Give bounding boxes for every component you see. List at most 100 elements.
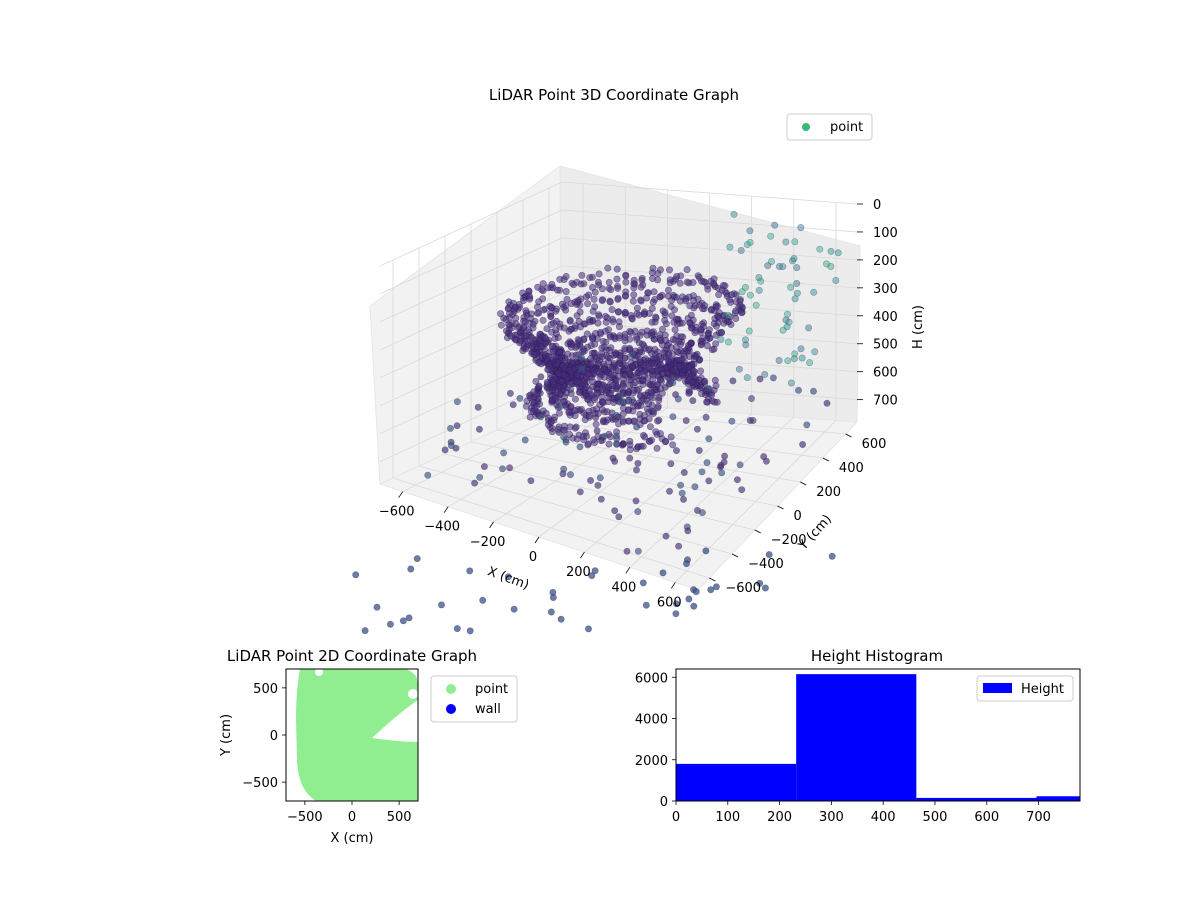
point-marker	[738, 288, 746, 296]
point-marker	[741, 283, 749, 291]
point-marker	[621, 344, 629, 352]
point-marker	[622, 291, 630, 299]
point-marker	[627, 311, 635, 319]
point-marker	[592, 420, 600, 428]
hist-y-tick-label: 2000	[635, 754, 668, 769]
point-marker	[562, 272, 570, 280]
point-marker	[573, 371, 581, 379]
point-marker	[645, 415, 653, 423]
y-ticks-3d: −600 −400 −200 0 200 400 600	[709, 433, 886, 596]
hist-x-tick-label: 300	[819, 810, 844, 825]
point-marker	[649, 371, 657, 379]
point-marker	[782, 316, 790, 324]
point-marker	[572, 423, 580, 431]
point-marker	[690, 602, 698, 610]
point-marker	[678, 293, 686, 301]
point-marker	[589, 335, 597, 343]
point-marker	[509, 401, 517, 409]
point-marker	[510, 605, 518, 613]
z-ticks-3d: 0 100 200 300 400 500 600 700	[857, 198, 898, 409]
point-marker	[650, 408, 658, 416]
point-marker	[539, 316, 547, 324]
point-marker	[537, 413, 545, 421]
legend-marker-height	[983, 683, 1012, 693]
point-marker	[399, 617, 407, 625]
point-marker	[611, 507, 619, 515]
point-marker	[762, 457, 770, 465]
point-marker	[497, 321, 505, 329]
point-marker	[742, 341, 750, 349]
point-marker	[794, 386, 802, 394]
point-marker	[630, 417, 638, 425]
point-marker	[633, 423, 641, 431]
point-marker	[584, 441, 592, 449]
y-tick-label-2d: −500	[242, 776, 278, 791]
point-marker	[621, 308, 629, 316]
x-tick-label-2d: 0	[348, 810, 356, 825]
hist-x-tick-label: 200	[767, 810, 792, 825]
point-marker	[648, 318, 656, 326]
y-tick-mark	[822, 457, 830, 462]
x-tick-label: 600	[657, 595, 682, 610]
point-marker	[593, 390, 601, 398]
point-marker	[547, 608, 555, 616]
z-tick-label: 200	[873, 254, 898, 269]
point-marker	[707, 586, 715, 594]
point-marker	[682, 560, 690, 568]
legend-label-point: point	[830, 120, 863, 135]
hist-bar	[796, 674, 917, 801]
point-marker	[675, 542, 683, 550]
point-marker	[666, 276, 674, 284]
point-marker	[797, 345, 805, 353]
x-tick-mark	[398, 491, 404, 498]
point-marker	[669, 413, 677, 421]
point-marker	[689, 278, 697, 286]
point-marker	[474, 403, 482, 411]
point-marker	[601, 432, 609, 440]
point-marker	[798, 354, 806, 362]
z-tick-label: 0	[873, 198, 881, 213]
point-marker	[546, 302, 554, 310]
point-marker	[530, 405, 538, 413]
point-marker	[717, 328, 725, 336]
point-marker	[699, 305, 707, 313]
wall-grid-z	[379, 237, 858, 323]
point-marker	[738, 486, 746, 494]
point-marker	[717, 335, 725, 343]
point-marker	[791, 238, 799, 246]
point-marker	[516, 394, 524, 402]
point-marker	[644, 289, 652, 297]
y-tick-mark	[845, 433, 852, 438]
point-marker	[793, 264, 801, 272]
point-marker	[676, 279, 684, 287]
legend-marker-point-2d	[446, 684, 456, 694]
z-tick-label: 400	[873, 310, 898, 325]
point-marker	[746, 239, 754, 247]
point-marker	[556, 403, 564, 411]
point-marker	[658, 341, 666, 349]
point-marker	[557, 615, 565, 623]
point-marker	[361, 627, 369, 635]
point-marker	[724, 311, 732, 319]
point-marker	[757, 277, 765, 285]
point-marker	[672, 610, 680, 618]
y-tick-mark	[800, 481, 807, 486]
chart3d-title: LiDAR Point 3D Coordinate Graph	[489, 86, 739, 104]
point-marker	[616, 398, 624, 406]
point-marker	[604, 353, 612, 361]
point-marker	[823, 399, 831, 407]
point-marker	[684, 527, 692, 535]
point-marker	[528, 343, 536, 351]
point-marker	[646, 423, 654, 431]
y-tick-label: −400	[748, 557, 784, 572]
point-marker	[661, 383, 669, 391]
point-marker	[622, 278, 630, 286]
x-ticks-3d: −600 −400 −200 0 200 400 600	[379, 491, 682, 610]
point-marker	[599, 296, 607, 304]
point-marker	[595, 312, 603, 320]
point-marker	[560, 465, 568, 473]
point-marker	[583, 432, 591, 440]
point-marker	[662, 437, 670, 445]
point-marker	[615, 323, 623, 331]
point-marker	[634, 459, 642, 467]
